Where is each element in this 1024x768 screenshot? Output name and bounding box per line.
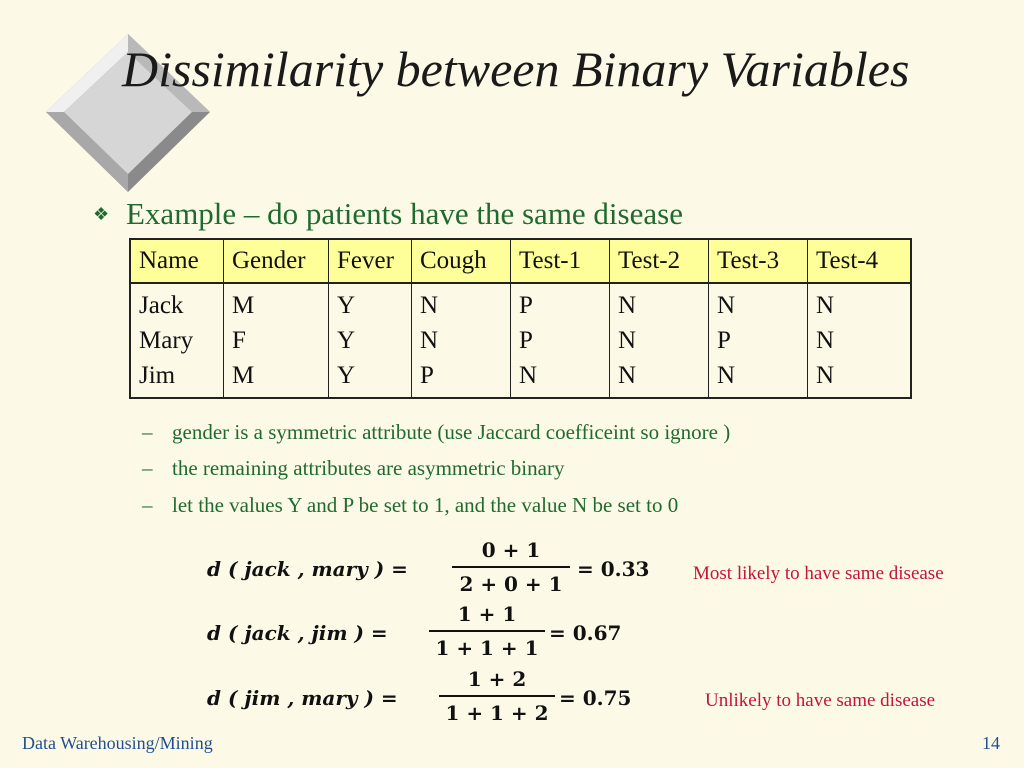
column-cough: N N P — [411, 283, 511, 398]
sub-bullet-text: let the values Y and P be set to 1, and … — [172, 493, 679, 517]
equation-lhs: d ( jim , mary ) = — [207, 686, 398, 710]
table-cell: N — [519, 362, 538, 389]
table-cell: N — [420, 292, 439, 319]
footer-course: Data Warehousing/Mining — [22, 733, 213, 753]
slide-title: Dissimilarity between Binary Variables — [122, 41, 910, 97]
note-unlikely: Unlikely to have same disease — [705, 690, 936, 711]
diamond-bullet-icon: ❖ — [93, 204, 110, 224]
header-test-3: Test-3 — [708, 239, 808, 284]
beveled-diamond-icon — [44, 32, 212, 194]
dash-bullet-icon: – — [142, 420, 153, 444]
fraction-numerator: 0 + 1 — [481, 538, 541, 562]
table-cell: N — [618, 327, 637, 354]
equation-jack-mary: d ( jack , mary ) = 0 + 1 2 + 0 + 1 = 0.… — [207, 538, 677, 598]
table-cell: N — [420, 327, 439, 354]
column-test-3: N P N — [708, 283, 808, 398]
table-cell: P — [717, 327, 731, 354]
fraction-denominator: 2 + 0 + 1 — [459, 572, 563, 596]
fraction-bar — [452, 566, 570, 568]
table-cell: P — [519, 327, 533, 354]
column-gender: M F M — [223, 283, 329, 398]
header-name: Name — [130, 239, 224, 284]
dash-bullet-icon: – — [142, 456, 153, 480]
header-test-4: Test-4 — [807, 239, 911, 284]
header-test-2: Test-2 — [609, 239, 709, 284]
dash-bullet-icon: – — [142, 493, 153, 517]
equation-fraction: 1 + 2 1 + 1 + 2 — [439, 667, 555, 725]
table-cell: N — [816, 362, 835, 389]
example-bullet-text: Example – do patients have the same dise… — [126, 196, 683, 231]
fraction-denominator: 1 + 1 + 2 — [445, 701, 549, 725]
table-cell: N — [717, 362, 736, 389]
fraction-bar — [439, 695, 555, 697]
equation-jim-mary: d ( jim , mary ) = 1 + 2 1 + 1 + 2 = 0.7… — [207, 667, 657, 727]
equation-result: = 0.75 — [559, 686, 632, 710]
table-cell: F — [232, 327, 246, 354]
equation-result: = 0.67 — [549, 621, 622, 645]
equation-result: = 0.33 — [577, 557, 650, 581]
table-cell: N — [717, 292, 736, 319]
fraction-bar — [429, 630, 545, 632]
table-cell: N — [618, 362, 637, 389]
patient-table: Name Gender Fever Cough Test-1 Test-2 Te… — [129, 238, 912, 399]
header-gender: Gender — [223, 239, 329, 284]
equation-jack-jim: d ( jack , jim ) = 1 + 1 1 + 1 + 1 = 0.6… — [207, 602, 647, 662]
table-body-row: Jack Mary Jim M F M Y Y Y N N P P P — [130, 283, 911, 398]
header-cough: Cough — [411, 239, 511, 284]
column-test-1: P P N — [510, 283, 610, 398]
table-cell: Jim — [139, 362, 176, 389]
fraction-denominator: 1 + 1 + 1 — [435, 636, 539, 660]
header-test-1: Test-1 — [510, 239, 610, 284]
column-test-2: N N N — [609, 283, 709, 398]
table-cell: Mary — [139, 327, 194, 354]
column-name: Jack Mary Jim — [130, 283, 224, 398]
equation-fraction: 0 + 1 2 + 0 + 1 — [452, 538, 570, 596]
table-cell: N — [816, 292, 835, 319]
page-number: 14 — [982, 733, 1000, 753]
column-fever: Y Y Y — [328, 283, 412, 398]
note-likely: Most likely to have same disease — [693, 563, 944, 584]
table-cell: N — [816, 327, 835, 354]
table-cell: Y — [337, 327, 356, 354]
table-cell: Y — [337, 362, 356, 389]
sub-bullet-text: gender is a symmetric attribute (use Jac… — [172, 420, 731, 444]
table-header-row: Name Gender Fever Cough Test-1 Test-2 Te… — [130, 239, 911, 284]
equation-fraction: 1 + 1 1 + 1 + 1 — [429, 602, 545, 660]
table-cell: Jack — [139, 292, 184, 319]
sub-bullet-text: the remaining attributes are asymmetric … — [172, 456, 565, 480]
equation-lhs: d ( jack , jim ) = — [207, 621, 388, 645]
fraction-numerator: 1 + 1 — [457, 602, 517, 626]
table-cell: N — [618, 292, 637, 319]
table-cell: Y — [337, 292, 356, 319]
equation-lhs: d ( jack , mary ) = — [207, 557, 408, 581]
table-cell: M — [232, 362, 255, 389]
header-fever: Fever — [328, 239, 412, 284]
column-test-4: N N N — [807, 283, 911, 398]
table-cell: P — [519, 292, 533, 319]
table-cell: P — [420, 362, 434, 389]
fraction-numerator: 1 + 2 — [467, 667, 527, 691]
table-cell: M — [232, 292, 255, 319]
